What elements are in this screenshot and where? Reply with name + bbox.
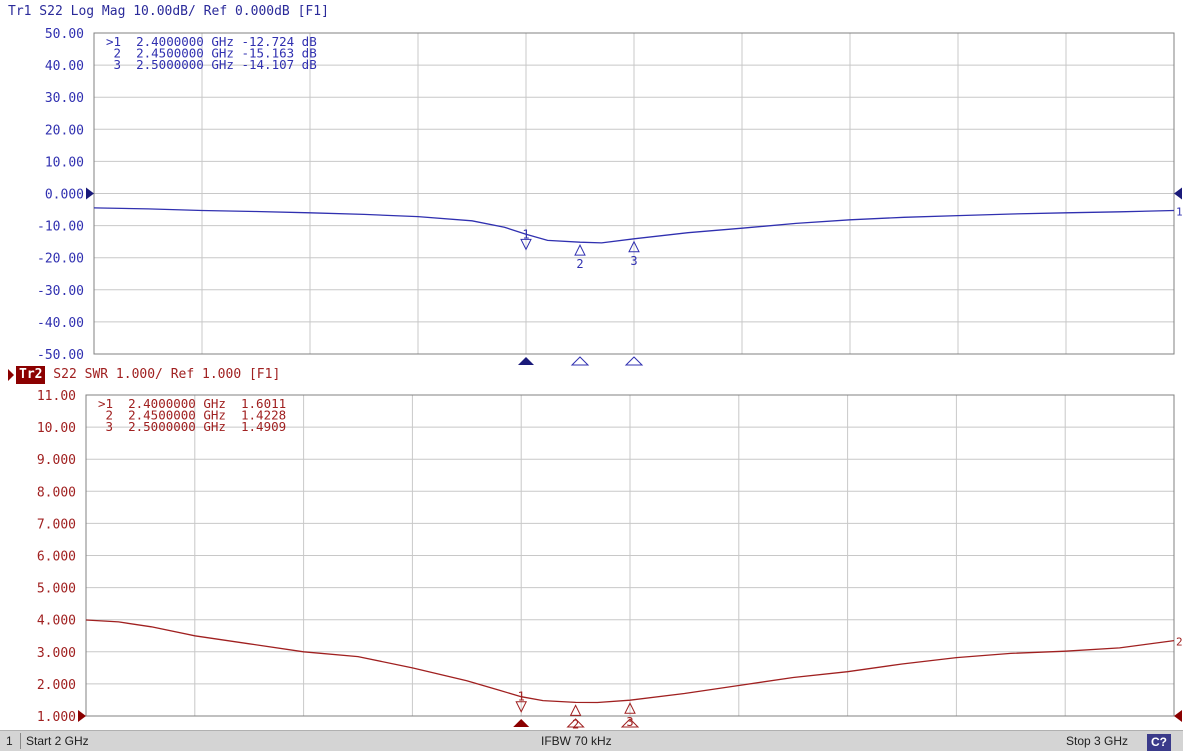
y-tick-label: 5.000 [37, 582, 76, 597]
y-tick-label: 2.000 [37, 678, 76, 693]
reference-level-right-icon [1174, 187, 1182, 200]
y-tick-label: 30.00 [45, 91, 84, 106]
stimulus-marker-icon [570, 356, 590, 366]
trace2-panel: Tr2 S22 SWR 1.000/ Ref 1.000 [F1] 11.00 1… [0, 366, 1183, 731]
marker-readout: >1 2.4000000 GHz -12.724 dB [106, 34, 317, 49]
plot-frame [85, 394, 1175, 717]
y-tick-label: 6.000 [37, 550, 76, 565]
marker-number: 1 [518, 690, 525, 704]
stop-frequency[interactable]: Stop 3 GHz [1066, 734, 1129, 748]
reference-level-right-icon [1174, 710, 1182, 722]
y-tick-label: -50.00 [37, 348, 84, 363]
correction-indicator[interactable]: C? [1147, 734, 1171, 751]
marker-number: 3 [630, 254, 637, 268]
y-tick-label: 9.000 [37, 453, 76, 468]
y-tick-label: 10.00 [37, 421, 76, 436]
y-tick-label: 40.00 [45, 59, 84, 74]
stimulus-marker-icon [624, 356, 644, 366]
ifbw-value[interactable]: IFBW 70 kHz [541, 734, 612, 748]
stimulus-marker-icon [566, 718, 585, 728]
trace-end-label: 1 [1176, 206, 1183, 219]
marker-readout: >1 2.4000000 GHz 1.6011 [98, 396, 286, 411]
marker-number: 2 [572, 717, 579, 731]
y-tick-label: 0.000 [45, 188, 84, 203]
start-frequency[interactable]: Start 2 GHz [26, 734, 89, 748]
y-tick-label: 3.000 [37, 646, 76, 661]
marker-triangle-icon [624, 702, 636, 714]
trace1-header[interactable]: Tr1 S22 Log Mag 10.00dB/ Ref 0.000dB [F1… [8, 4, 329, 19]
y-tick-label: 7.000 [37, 517, 76, 532]
marker-triangle-icon [628, 240, 640, 253]
trace2-header-text: S22 SWR 1.000/ Ref 1.000 [F1] [45, 367, 281, 382]
trace1-panel: Tr1 S22 Log Mag 10.00dB/ Ref 0.000dB [F1… [0, 0, 1183, 372]
marker-readout: 2 2.4500000 GHz -15.163 dB [106, 46, 317, 61]
y-tick-label: 50.00 [45, 27, 84, 42]
channel-number[interactable]: 1 [6, 734, 13, 748]
y-tick-label: -30.00 [37, 284, 84, 299]
marker-readout: 3 2.5000000 GHz -14.107 dB [106, 57, 317, 72]
reference-level-left-icon [78, 710, 86, 722]
stimulus-marker-active-icon [513, 719, 530, 727]
trace2-chart[interactable]: 11.00 10.00 9.000 8.000 7.000 6.000 5.000 4.000… [0, 366, 1183, 731]
trace-line [85, 619, 1175, 704]
y-tick-label: -40.00 [37, 316, 84, 331]
marker-readout: 2 2.4500000 GHz 1.4228 [98, 408, 286, 423]
y-tick-label: -20.00 [37, 252, 84, 267]
marker-number: 3 [626, 715, 633, 729]
reference-level-left-icon [86, 187, 94, 200]
trace-end-label: 2 [1176, 636, 1183, 649]
trace2-label[interactable]: Tr2 [16, 366, 46, 384]
y-tick-label: 20.00 [45, 123, 84, 138]
y-tick-label: 11.00 [37, 389, 76, 404]
y-tick-label: -10.00 [37, 220, 84, 235]
stimulus-marker-active-icon [518, 357, 534, 365]
marker-triangle-icon [574, 244, 586, 256]
y-tick-label: 4.000 [37, 614, 76, 629]
y-tick-label: 10.00 [45, 155, 84, 170]
status-separator [20, 733, 21, 749]
marker-number: 1 [522, 227, 529, 241]
trace2-header[interactable]: Tr2 S22 SWR 1.000/ Ref 1.000 [F1] [8, 366, 280, 384]
marker-triangle-icon [569, 704, 582, 716]
status-bar: 1 Start 2 GHz IFBW 70 kHz Stop 3 GHz C? [0, 730, 1183, 751]
trace-line [93, 207, 1175, 244]
marker-readout: 3 2.5000000 GHz 1.4909 [98, 419, 286, 434]
stimulus-marker-icon [620, 718, 640, 728]
marker-triangle-icon [515, 701, 528, 713]
y-tick-label: 1.000 [37, 710, 76, 725]
active-trace-arrow-icon [8, 368, 14, 381]
y-tick-label: 8.000 [37, 485, 76, 500]
marker-number: 2 [576, 257, 583, 271]
marker-triangle-icon [520, 238, 532, 251]
trace1-chart[interactable]: 50.00 40.00 30.00 20.00 10.00 0.000 -10.00 -20.… [0, 0, 1183, 372]
